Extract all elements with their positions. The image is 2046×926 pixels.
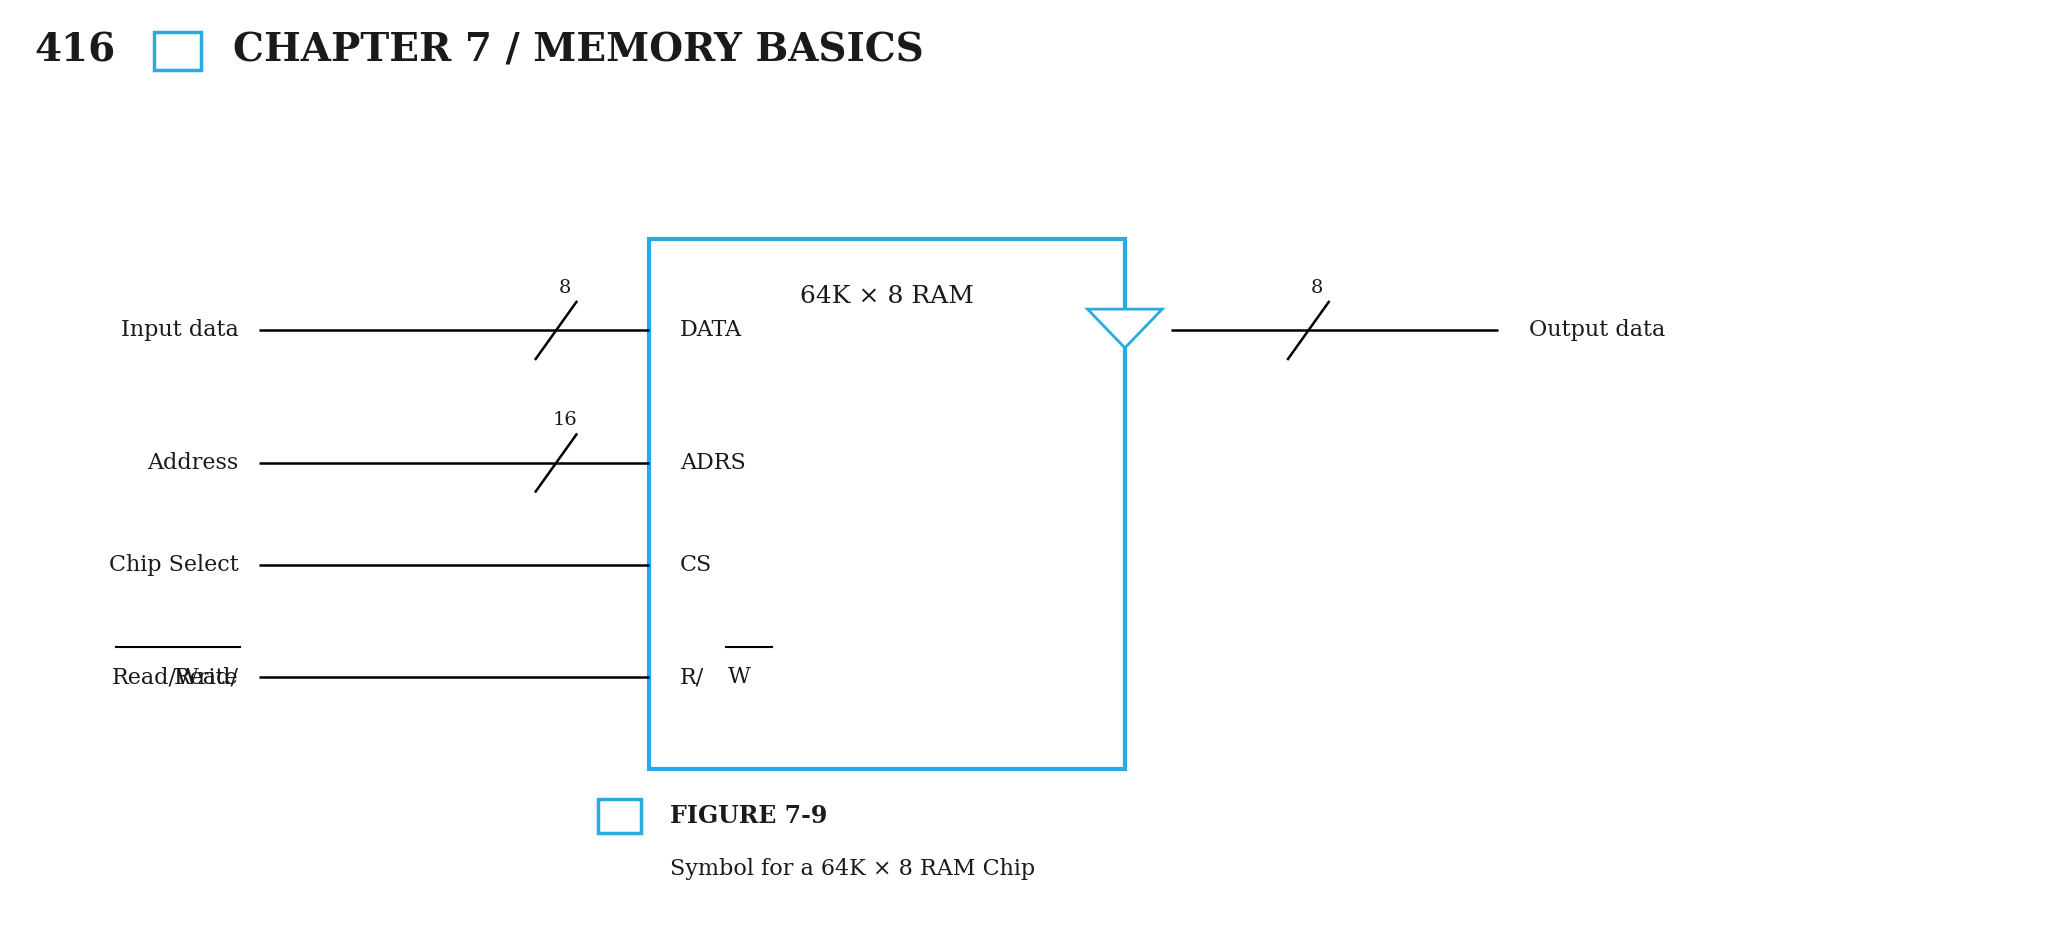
Text: 8: 8 <box>559 279 571 297</box>
Text: Read/Write: Read/Write <box>113 666 239 688</box>
Text: 16: 16 <box>552 411 577 430</box>
Text: 64K × 8 RAM: 64K × 8 RAM <box>800 284 974 307</box>
Text: CHAPTER 7 / MEMORY BASICS: CHAPTER 7 / MEMORY BASICS <box>233 31 925 69</box>
Text: 8: 8 <box>1311 279 1324 297</box>
Bar <box>649 239 1125 769</box>
Text: W: W <box>728 666 751 688</box>
Text: Input data: Input data <box>121 319 239 342</box>
Text: R/: R/ <box>679 666 704 688</box>
Polygon shape <box>1088 309 1162 348</box>
Text: ADRS: ADRS <box>679 452 745 474</box>
Text: FIGURE 7-9: FIGURE 7-9 <box>669 804 827 828</box>
Text: 416: 416 <box>35 31 117 69</box>
Text: Read/: Read/ <box>174 666 239 688</box>
Text: Address: Address <box>147 452 239 474</box>
Bar <box>599 799 640 833</box>
Text: DATA: DATA <box>679 319 743 342</box>
Text: CS: CS <box>679 554 712 576</box>
Text: Chip Select: Chip Select <box>108 554 239 576</box>
Text: Output data: Output data <box>1528 319 1665 342</box>
Bar <box>153 31 201 70</box>
Text: Symbol for a 64K × 8 RAM Chip: Symbol for a 64K × 8 RAM Chip <box>669 857 1035 880</box>
